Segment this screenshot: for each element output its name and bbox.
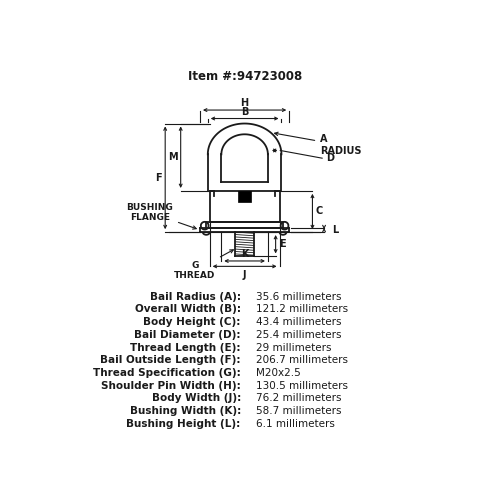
Text: 35.6 millimeters: 35.6 millimeters [256, 292, 342, 302]
Text: 6.1 millimeters: 6.1 millimeters [256, 419, 335, 429]
Text: Overall Width (B):: Overall Width (B): [135, 304, 241, 314]
Text: BUSHING
FLANGE: BUSHING FLANGE [126, 202, 196, 229]
Text: 206.7 millimeters: 206.7 millimeters [256, 356, 348, 366]
Text: H: H [240, 98, 248, 108]
Text: Thread Length (E):: Thread Length (E): [130, 342, 241, 352]
Text: Body Height (C):: Body Height (C): [144, 317, 241, 327]
Text: F: F [156, 173, 162, 183]
Text: K: K [241, 248, 248, 258]
Text: E: E [278, 239, 285, 249]
Text: Shoulder Pin Width (H):: Shoulder Pin Width (H): [101, 380, 241, 390]
Text: J: J [243, 270, 246, 280]
Text: D: D [326, 153, 334, 163]
Text: 130.5 millimeters: 130.5 millimeters [256, 380, 348, 390]
Text: 121.2 millimeters: 121.2 millimeters [256, 304, 348, 314]
Text: A
RADIUS: A RADIUS [274, 132, 362, 156]
Text: M: M [168, 152, 177, 162]
Text: Body Width (J):: Body Width (J): [152, 394, 241, 404]
Text: 43.4 millimeters: 43.4 millimeters [256, 317, 342, 327]
Text: C: C [316, 206, 323, 216]
Text: B: B [241, 106, 248, 117]
Text: G
THREAD: G THREAD [174, 250, 234, 280]
Bar [238, 191, 251, 202]
Text: Thread Specification (G):: Thread Specification (G): [93, 368, 241, 378]
Text: Item #:94723008: Item #:94723008 [188, 70, 302, 82]
Text: M20x2.5: M20x2.5 [256, 368, 301, 378]
Bar [210, 191, 280, 222]
Text: L: L [332, 225, 339, 235]
Text: Bail Diameter (D):: Bail Diameter (D): [134, 330, 241, 340]
Text: 58.7 millimeters: 58.7 millimeters [256, 406, 342, 416]
Text: Bushing Height (L):: Bushing Height (L): [126, 419, 241, 429]
Text: 29 millimeters: 29 millimeters [256, 342, 332, 352]
Text: 76.2 millimeters: 76.2 millimeters [256, 394, 342, 404]
Text: 25.4 millimeters: 25.4 millimeters [256, 330, 342, 340]
Text: Bail Outside Length (F):: Bail Outside Length (F): [100, 356, 241, 366]
Bar [206, 222, 284, 228]
Text: Bushing Width (K):: Bushing Width (K): [130, 406, 241, 416]
Text: Bail Radius (A):: Bail Radius (A): [150, 292, 241, 302]
